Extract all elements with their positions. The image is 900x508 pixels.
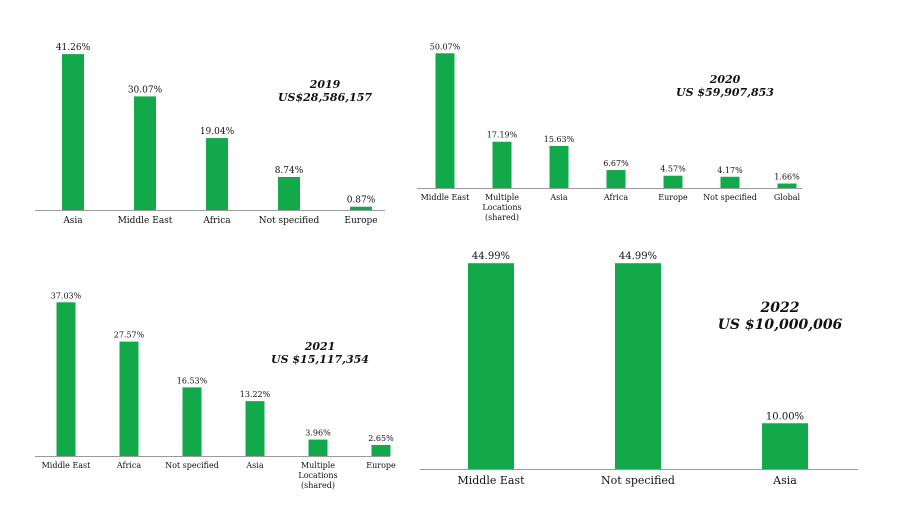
chart-2021-data-label-3: 13.22% [240,390,271,399]
chart-2021-data-label-4: 3.96% [305,429,331,438]
chart-2022-data-label-0: 44.99% [472,251,510,262]
chart-2020-category-label-6: Global [774,193,801,202]
chart-2020-data-label-6: 1.66% [774,173,800,182]
chart-2021-category-label-3: Asia [245,461,263,470]
chart-2020-category-label-1: Multiple Locations (shared) [482,193,521,222]
chart-2022-bar-2 [762,423,808,469]
chart-2019-data-label-4: 0.87% [347,196,376,206]
chart-2020-bar-1 [492,141,512,188]
chart-2021-annotation: 2021 US $15,117,354 [260,340,380,366]
chart-2019-annotation: 2019 US$28,586,157 [270,78,380,104]
chart-2020-bar-4 [663,175,683,188]
chart-2020-bar-6 [777,183,797,188]
chart-2022-plot: 44.99% Middle East 44.99% Not specified 10.0… [420,251,858,487]
chart-2019-data-label-1: 30.07% [128,85,163,95]
chart-2020-data-label-0: 50.07% [430,42,461,51]
chart-2020-category-label-3: Africa [603,193,628,202]
chart-2021-data-label-5: 2.65% [368,434,394,443]
chart-2019-category-label-2: Africa [202,216,231,226]
chart-2020-data-label-1: 17.19% [487,131,518,140]
chart-2019-category-label-0: Asia [62,216,83,226]
chart-2021-category-label-1: Africa [116,461,141,470]
chart-2019-category-label-3: Not specified [259,216,320,226]
chart-2020-category-label-4: Europe [658,193,688,202]
chart-2020-bar-3 [606,170,626,188]
chart-2020-bar-2 [549,145,569,188]
chart-2021-bar-4 [308,439,328,456]
chart-2020-data-label-4: 4.57% [660,165,686,174]
chart-2021-category-label-2: Not specified [165,461,219,470]
chart-2020: 50.07% Middle East 17.19% Multiple Locations… [412,20,812,222]
chart-2019-bar-4 [350,206,372,210]
chart-2019-bar-1 [134,96,156,210]
chart-2021-category-label-4: Multiple Locations (shared) [298,461,337,490]
chart-2021-plot: 37.03% Middle East 27.57% Africa 16.53% Not s… [35,291,396,490]
chart-2021-data-label-1: 27.57% [114,331,145,340]
chart-2020-plot: 50.07% Middle East 17.19% Multiple Locations… [417,42,802,222]
chart-2019-data-label-2: 19.04% [200,127,235,137]
chart-2021-data-label-2: 16.53% [177,376,208,385]
chart-2021: 37.03% Middle East 27.57% Africa 16.53% Not s… [0,272,410,508]
chart-2021-category-label-0: Middle East [42,461,92,470]
chart-2022-category-label-2: Asia [772,474,797,487]
chart-2022-year: 2022 [760,300,800,316]
chart-2021-total: US $15,117,354 [271,353,369,366]
chart-2019-year: 2019 [309,78,341,91]
chart-2022-data-label-2: 10.00% [766,411,804,422]
chart-2022-annotation: 2022 US $10,000,006 [710,300,850,334]
chart-2019-bar-2 [206,138,228,210]
chart-2022-bar-0 [468,263,514,469]
chart-2022-category-label-1: Not specified [601,474,675,487]
chart-2022-category-label-0: Middle East [457,474,525,487]
chart-2021-data-label-0: 37.03% [51,291,82,300]
chart-2020-year: 2020 [709,73,741,86]
chart-2020-category-label-5: Not specified [703,193,757,202]
chart-2019-bar-0 [62,54,84,210]
chart-2021-category-label-5: Europe [366,461,396,470]
chart-2020-data-label-5: 4.17% [717,166,743,175]
chart-2020-data-label-3: 6.67% [603,159,629,168]
chart-2021-bar-3 [245,401,265,456]
chart-2021-bar-5 [371,445,391,456]
chart-2021-bar-2 [182,387,202,456]
chart-2019-plot: 41.26% Asia 30.07% Middle East 19.04% Africa 8… [35,43,385,226]
chart-2021-year: 2021 [304,340,336,353]
chart-2020-category-label-2: Asia [549,193,567,202]
chart-2020-total: US $59,907,853 [676,86,774,99]
chart-2022-total: US $10,000,006 [717,317,843,333]
chart-2019-data-label-0: 41.26% [56,43,91,53]
chart-2019-bar-3 [278,176,300,210]
chart-2020-category-label-0: Middle East [421,193,471,202]
chart-2021-bar-0 [56,302,76,456]
chart-2019-category-label-4: Europe [344,216,377,226]
chart-2022-bar-1 [615,263,661,469]
chart-2022-data-label-1: 44.99% [619,251,657,262]
chart-2020-data-label-2: 15.63% [544,135,575,144]
chart-2020-bar-0 [435,53,455,189]
chart-2021-bar-1 [119,341,139,456]
chart-2020-bar-5 [720,176,740,188]
chart-2022: 44.99% Middle East 44.99% Not specified 10.0… [420,236,890,500]
chart-2019: 41.26% Asia 30.07% Middle East 19.04% Africa 8… [0,20,410,240]
chart-2019-data-label-3: 8.74% [275,166,304,176]
chart-2019-total: US$28,586,157 [277,91,373,104]
chart-2019-category-label-1: Middle East [118,216,173,226]
chart-2020-annotation: 2020 US $59,907,853 [670,73,780,99]
